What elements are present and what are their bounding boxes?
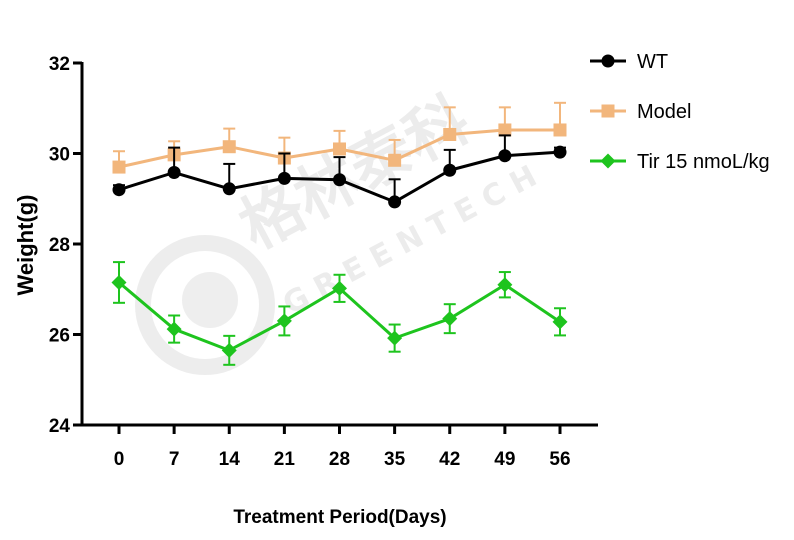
data-point — [553, 123, 567, 137]
legend-marker — [600, 153, 616, 169]
data-point — [442, 311, 458, 327]
data-point — [277, 171, 291, 185]
data-point — [333, 173, 346, 187]
data-point — [112, 183, 126, 197]
y-tick-label: 24 — [49, 416, 71, 437]
series-model — [112, 101, 567, 174]
data-point — [387, 330, 403, 346]
x-tick-label: 14 — [219, 449, 241, 470]
data-point — [498, 149, 512, 163]
data-point — [497, 277, 513, 293]
data-point — [498, 123, 512, 137]
legend-marker — [601, 54, 615, 68]
legend-item: WT — [590, 51, 668, 73]
y-axis-title: Weight(g) — [13, 194, 38, 295]
x-tick-label: 49 — [494, 449, 515, 470]
y-tick-label: 28 — [49, 235, 70, 256]
x-axis-title: Treatment Period(Days) — [233, 507, 446, 528]
x-tick-label: 21 — [274, 449, 296, 470]
y-axis-ticks: 24 26 28 30 32 — [49, 54, 82, 437]
series-wt — [112, 134, 567, 209]
legend-label: WT — [637, 51, 668, 73]
x-tick-label: 35 — [384, 449, 406, 470]
data-point — [166, 321, 182, 337]
y-tick-label: 32 — [49, 54, 70, 75]
data-point — [332, 280, 347, 296]
data-point — [111, 274, 127, 290]
y-tick-label: 26 — [49, 326, 70, 347]
data-point — [388, 195, 402, 209]
x-tick-label: 42 — [439, 449, 460, 470]
x-axis-ticks: 0 7 14 21 28 35 42 49 56 — [114, 425, 571, 470]
data-point — [222, 182, 236, 196]
series-tir-15-nmol-kg — [111, 261, 568, 366]
chart-legend: WT Model Tir 15 nmoL/kg — [590, 51, 770, 173]
legend-marker — [601, 104, 615, 118]
data-point — [221, 342, 237, 358]
x-tick-label: 7 — [169, 449, 180, 470]
data-point — [167, 166, 181, 180]
y-tick-label: 30 — [49, 145, 70, 166]
x-tick-label: 28 — [329, 449, 350, 470]
data-point — [443, 163, 457, 177]
legend-label: Tir 15 nmoL/kg — [637, 151, 770, 173]
series-layer — [111, 101, 568, 366]
data-point — [552, 314, 568, 330]
legend-item: Tir 15 nmoL/kg — [590, 151, 770, 173]
data-point — [112, 160, 126, 174]
legend-item: Model — [590, 101, 691, 123]
data-point — [333, 142, 346, 156]
watermark-logo: 格林泰科 GREENTECH — [135, 82, 551, 375]
legend-label: Model — [637, 101, 691, 123]
data-point — [553, 145, 567, 159]
data-point — [276, 313, 292, 329]
x-tick-label: 0 — [114, 449, 125, 470]
x-tick-label: 56 — [549, 449, 570, 470]
data-point — [222, 140, 236, 154]
data-point — [388, 153, 402, 167]
chart-axes: 24 26 28 30 32 0 7 14 21 28 35 42 49 56 — [49, 54, 598, 470]
data-point — [443, 127, 457, 141]
